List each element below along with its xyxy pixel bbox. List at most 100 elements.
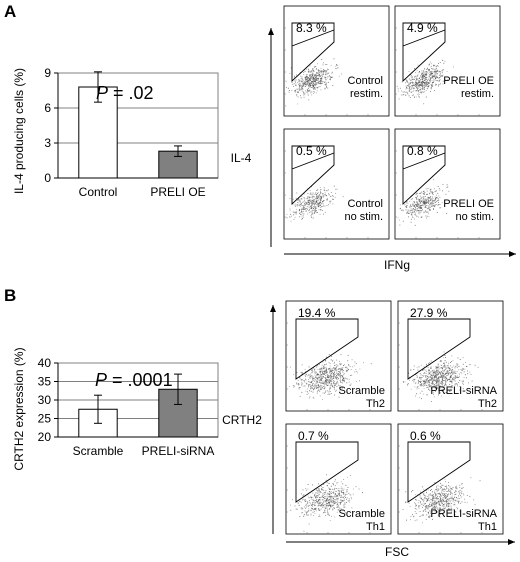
flow-event-dot [437,70,439,71]
flow-event-dot [408,95,410,97]
flow-event-dot [325,490,327,492]
flow-event-dot [303,209,304,211]
flow-event-dot [408,372,409,374]
flow-event-dot [427,506,429,508]
flow-event-dot [316,78,318,80]
flow-event-dot [317,495,319,496]
flow-event-dot [423,494,425,496]
flow-event-dot [420,211,422,213]
flow-event-dot [429,502,431,503]
flow-event-dot [325,72,327,74]
flow-event-dot [434,206,436,208]
flow-event-dot [343,488,345,490]
flow-event-dot [426,74,428,76]
flow-event-dot [437,387,438,389]
flow-event-dot [421,504,423,505]
flow-event-dot [435,198,437,200]
flow-event-dot [320,492,322,494]
flow-event-dot [435,80,437,82]
flow-event-dot [319,198,321,200]
flow-event-dot [399,204,401,206]
flow-event-dot [331,71,333,73]
flow-event-dot [316,497,318,498]
flow-event-dot [311,82,313,83]
flow-event-dot [320,372,321,374]
flow-event-dot [423,369,425,371]
flow-event-dot [314,199,315,201]
flow-event-dot [434,502,436,504]
flow-event-dot [321,496,323,498]
flow-event-dot [429,81,431,83]
flow-event-dot [325,378,326,380]
flow-event-dot [448,367,450,369]
flow-event-dot [328,392,330,394]
flow-event-dot [411,95,413,97]
flow-event-dot [303,201,305,203]
flow-event-dot [443,351,445,353]
flow-event-dot [290,67,292,69]
flow-event-dot [428,69,430,70]
flow-event-dot [416,78,418,80]
flow-event-dot [416,70,418,72]
flow-event-dot [338,377,340,379]
flow-event-dot [431,196,433,198]
flow-event-dot [424,77,426,79]
flow-gate-percent: 0.5 % [296,144,327,158]
flow-event-dot [424,503,426,505]
flow-event-dot [415,503,417,505]
flow-event-dot [406,200,408,202]
flow-event-dot [436,75,438,77]
flow-event-dot [414,90,416,92]
flow-event-dot [311,508,313,510]
flow-event-dot [341,500,343,502]
flow-event-dot [313,70,314,71]
flow-event-dot [329,200,330,202]
flow-event-dot [434,204,436,206]
flow-event-dot [326,72,328,74]
flow-event-dot [428,380,430,382]
flow-event-dot [444,488,445,490]
flow-event-dot [453,378,455,380]
flow-event-dot [419,516,421,517]
flow-event-dot [309,77,311,79]
flow-event-dot [305,372,307,374]
flow-event-dot [422,79,423,81]
flow-event-dot [336,502,338,504]
flow-event-dot [435,376,437,378]
flow-event-dot [419,199,420,200]
flow-event-dot [306,206,308,208]
flow-event-dot [438,380,440,382]
flow-event-dot [424,496,426,498]
flow-event-dot [415,84,417,85]
flow-event-dot [305,78,306,79]
flow-event-dot [339,363,341,365]
flow-event-dot [434,372,435,373]
flow-event-dot [428,383,430,385]
flow-event-dot [431,513,432,515]
flow-event-dot [316,74,318,76]
flow-event-dot [402,210,404,212]
flow-event-dot [409,88,410,89]
flow-event-dot [433,497,435,499]
flow-event-dot [439,496,441,498]
flow-event-dot [418,199,420,201]
flow-event-dot [426,363,427,365]
flow-event-dot [333,492,335,493]
flow-event-dot [343,498,345,500]
flow-event-dot [434,370,435,372]
flow-event-dot [302,208,304,210]
flow-event-dot [344,495,346,497]
flow-event-dot [426,83,428,85]
flow-event-dot [293,386,295,388]
flow-event-dot [331,493,332,494]
flow-event-dot [341,513,343,514]
flow-event-dot [453,386,455,388]
flow-event-dot [311,369,313,371]
flow-event-dot [446,496,448,497]
flow-event-dot [320,200,322,202]
flow-event-dot [301,209,303,210]
flow-gate [291,22,335,83]
flow-event-dot [421,383,422,385]
flow-event-dot [420,208,422,209]
flow-event-dot [318,71,320,73]
